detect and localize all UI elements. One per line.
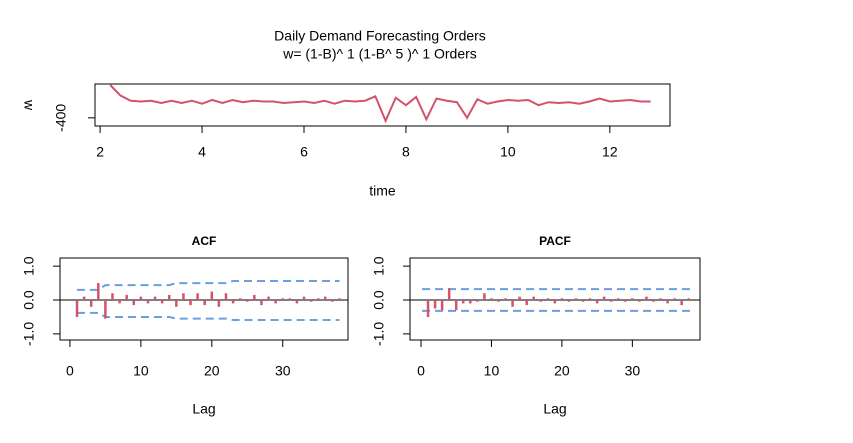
x-tick-label: 2 xyxy=(96,144,104,160)
x-tick-label: 20 xyxy=(204,363,220,379)
plot-box xyxy=(409,257,701,341)
x-tick-label: 0 xyxy=(417,363,425,379)
plot-box xyxy=(94,83,671,127)
y-tick-label: 1.0 xyxy=(371,256,387,276)
x-tick-label: 12 xyxy=(602,144,618,160)
y-tick-label: 0.0 xyxy=(371,290,387,310)
x-tick-label: 10 xyxy=(484,363,500,379)
x-tick-label: 20 xyxy=(554,363,570,379)
x-tick-label: 10 xyxy=(133,363,149,379)
y-tick-label: -400 xyxy=(53,104,69,132)
x-tick-label: 0 xyxy=(66,363,74,379)
x-tick-label: 10 xyxy=(500,144,516,160)
y-tick-label: 1.0 xyxy=(21,256,37,276)
y-tick-label: -1.0 xyxy=(371,322,387,346)
x-tick-label: 8 xyxy=(402,144,410,160)
x-tick-label: 4 xyxy=(198,144,206,160)
y-tick-label: -1.0 xyxy=(21,322,37,346)
chart-title: PACF xyxy=(539,234,571,248)
plot-box xyxy=(59,257,349,341)
confidence-band xyxy=(77,311,340,322)
x-axis-label: Lag xyxy=(543,401,566,417)
chart-title: ACF xyxy=(192,234,217,248)
series-line xyxy=(109,84,651,124)
chart-subtitle: w= (1-B)^ 1 (1-B^ 5 )^ 1 Orders xyxy=(282,46,477,62)
x-tick-label: 6 xyxy=(300,144,308,160)
x-tick-label: 30 xyxy=(275,363,291,379)
x-tick-label: 30 xyxy=(625,363,641,379)
x-axis-label: time xyxy=(369,183,396,199)
x-axis-label: Lag xyxy=(192,401,215,417)
chart-title: Daily Demand Forecasting Orders xyxy=(274,28,486,44)
y-tick-label: 0.0 xyxy=(21,290,37,310)
confidence-band xyxy=(77,280,340,291)
y-axis-label: w xyxy=(21,99,37,111)
